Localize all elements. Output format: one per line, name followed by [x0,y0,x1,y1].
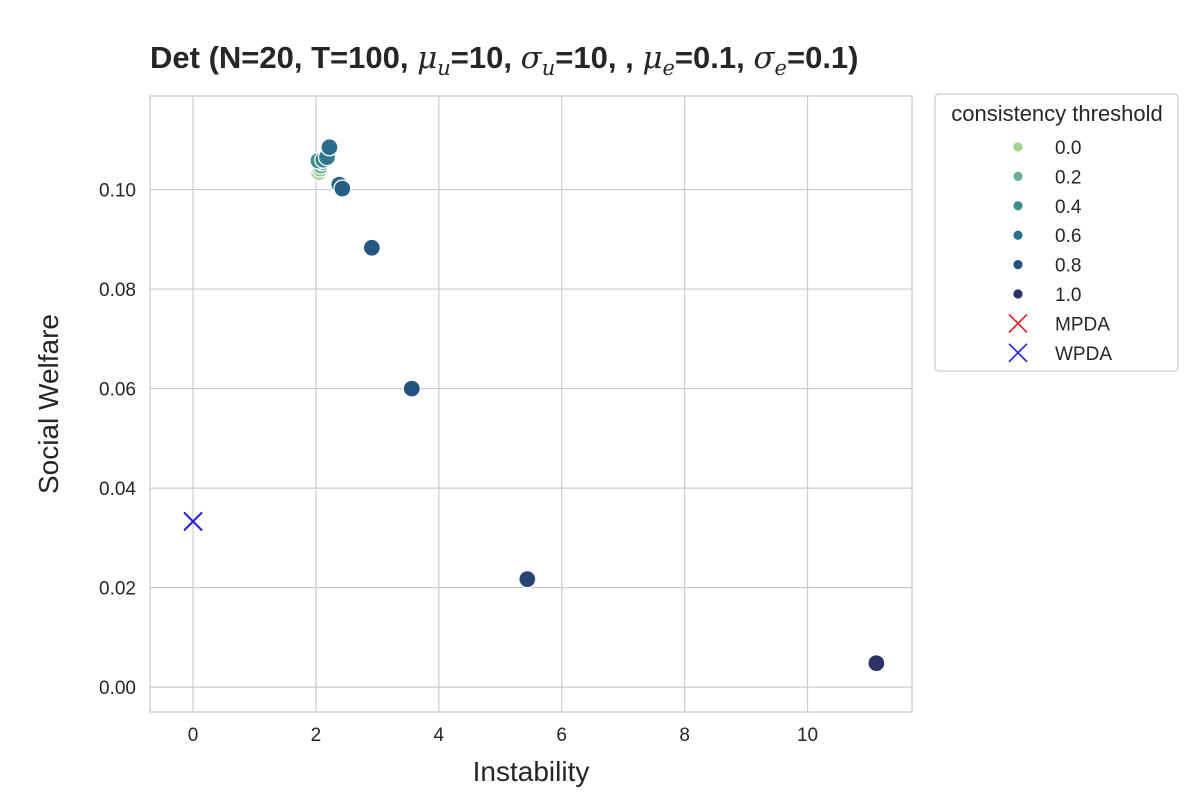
legend-x-marker [1008,313,1028,333]
x-tick-label: 8 [679,725,690,746]
chart-title: Det (N=20, T=100, μu=10, σu=10, , μe=0.1… [150,40,859,80]
x-tick-label: 0 [188,725,199,746]
legend-label: 0.0 [1055,138,1081,159]
legend-title: consistency threshold [951,101,1163,126]
y-axis-label: Social Welfare [33,314,64,494]
x-axis-label: Instability [473,756,590,787]
data-point [333,179,352,198]
y-tick-label: 0.06 [99,380,136,401]
x-tick-label: 10 [797,725,818,746]
x-tick-label: 6 [556,725,567,746]
plot-frame [149,95,913,713]
legend-label: MPDA [1055,314,1110,335]
data-points [309,138,886,673]
y-tick-label: 0.08 [99,280,136,301]
y-tick-label: 0.00 [99,678,136,699]
data-point [320,138,339,157]
legend-box [934,93,1179,372]
data-point [518,569,537,589]
legend-x-marker [1008,343,1028,363]
data-point [402,379,421,398]
legend-label: 1.0 [1055,285,1081,306]
legend-marker [1012,288,1024,300]
baseline-markers [183,511,203,532]
y-tick-label: 0.02 [99,579,136,600]
legend-marker [1012,170,1024,182]
legend-label: 0.2 [1055,167,1081,188]
legend: consistency threshold 0.0 0.2 0.4 0.6 0.8 1.0… [934,93,1179,372]
grid-lines [150,96,912,712]
x-tick-label: 4 [434,725,445,746]
legend-label: WPDA [1055,344,1112,365]
legend-label: 0.4 [1055,197,1082,218]
legend-marker [1012,259,1024,271]
legend-marker [1012,229,1024,241]
legend-marker [1012,200,1024,212]
x-tick-label: 2 [311,725,322,746]
data-point [362,238,381,257]
y-tick-label: 0.04 [99,479,136,500]
legend-label: 0.6 [1055,226,1081,247]
baseline-wpda-marker [183,511,203,532]
x-tick-labels: 0 2 4 6 8 10 [188,725,818,746]
legend-marker [1012,141,1024,153]
legend-items: 0.0 0.2 0.4 0.6 0.8 1.0 MPDA WPDA [1008,138,1112,365]
data-point [867,654,886,673]
y-tick-labels: 0.00 0.02 0.04 0.06 0.08 0.10 [99,181,136,700]
y-tick-label: 0.10 [99,181,136,202]
legend-label: 0.8 [1055,256,1081,277]
